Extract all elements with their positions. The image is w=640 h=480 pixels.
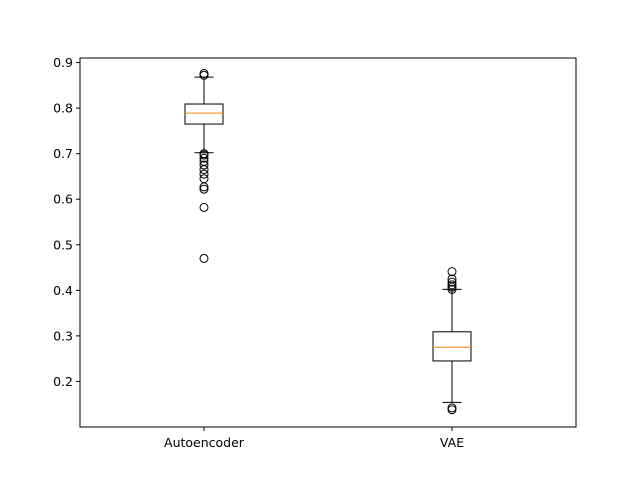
outlier-point bbox=[447, 274, 457, 284]
outlier-point bbox=[199, 174, 209, 184]
outlier-point bbox=[199, 202, 209, 212]
outlier-point bbox=[199, 153, 209, 163]
y-tick-label: 0.8 bbox=[53, 101, 73, 116]
outlier-point bbox=[447, 403, 457, 413]
y-tick-label: 0.2 bbox=[53, 374, 73, 389]
x-tick-label: VAE bbox=[440, 435, 464, 450]
y-tick-label: 0.7 bbox=[53, 146, 73, 161]
y-tick-label: 0.3 bbox=[53, 328, 73, 343]
y-tick-label: 0.4 bbox=[53, 283, 73, 298]
iqr-box bbox=[432, 331, 472, 362]
outlier-point bbox=[447, 280, 457, 290]
outlier-point bbox=[199, 169, 209, 179]
outlier-point bbox=[199, 68, 209, 78]
y-tick-label: 0.6 bbox=[53, 192, 73, 207]
plot-area bbox=[79, 57, 577, 428]
x-axis: Autoencoder VAE bbox=[164, 427, 464, 450]
outlier-point bbox=[447, 284, 457, 294]
outlier-point bbox=[447, 267, 457, 277]
x-tick-label: Autoencoder bbox=[164, 435, 245, 450]
outlier-point bbox=[199, 160, 209, 170]
boxes bbox=[184, 68, 472, 415]
y-axis: 0.2 0.3 0.4 0.5 0.6 0.7 0.8 0.9 bbox=[53, 55, 80, 389]
outlier-point bbox=[199, 149, 209, 159]
outlier-point bbox=[447, 277, 457, 287]
box-group-vae bbox=[432, 267, 472, 415]
y-tick-label: 0.9 bbox=[53, 55, 73, 70]
outlier-point bbox=[199, 253, 209, 263]
outlier-point bbox=[199, 184, 209, 194]
iqr-box bbox=[184, 103, 224, 125]
box-group-autoencoder bbox=[184, 68, 224, 263]
y-tick-label: 0.5 bbox=[53, 237, 73, 252]
